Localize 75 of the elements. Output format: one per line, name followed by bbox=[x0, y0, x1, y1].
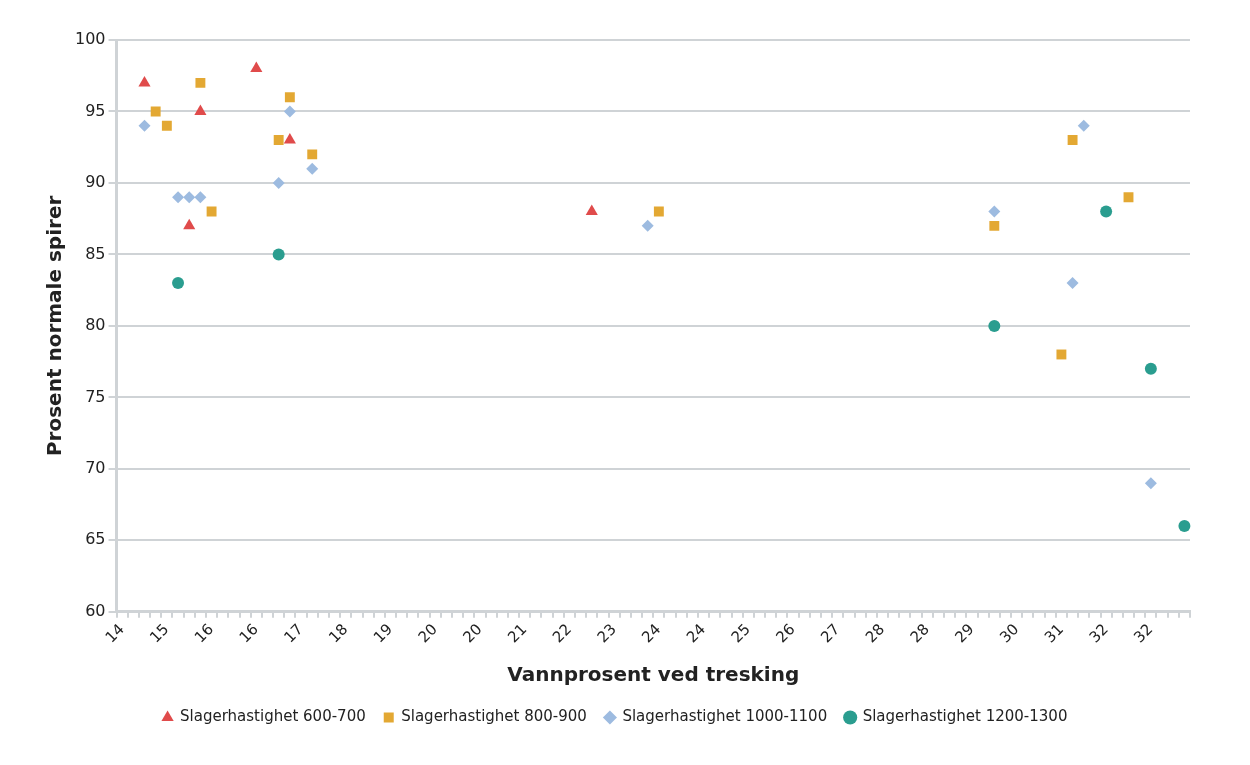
x-tick-label: 32 bbox=[1130, 619, 1157, 647]
point bbox=[195, 77, 206, 88]
point bbox=[1067, 135, 1078, 146]
y-tick-label: 100 bbox=[74, 29, 106, 49]
point bbox=[988, 319, 1001, 332]
point bbox=[150, 106, 161, 117]
point bbox=[284, 92, 295, 103]
x-tick-label: 22 bbox=[548, 619, 575, 647]
point bbox=[1066, 277, 1079, 290]
x-tick-label: 24 bbox=[638, 619, 665, 647]
point bbox=[194, 191, 207, 204]
point bbox=[585, 204, 598, 216]
x-tick-label: 17 bbox=[280, 619, 307, 647]
x-tick-label: 31 bbox=[1040, 619, 1067, 647]
x-tick-label: 21 bbox=[504, 619, 531, 647]
point bbox=[1056, 349, 1067, 360]
point bbox=[283, 105, 296, 118]
y-axis-title: Prosent normale spirer bbox=[42, 195, 67, 457]
x-tick-label: 18 bbox=[325, 619, 352, 647]
point bbox=[183, 218, 196, 230]
point bbox=[307, 149, 318, 160]
point bbox=[283, 133, 296, 144]
x-tick-label: 14 bbox=[101, 619, 128, 647]
point bbox=[250, 61, 263, 73]
point bbox=[1123, 192, 1134, 203]
point bbox=[1144, 362, 1157, 375]
y-tick-label: 75 bbox=[85, 386, 106, 406]
legend-label: Slagerhastighet 600-700 bbox=[180, 707, 366, 726]
x-tick-label: 23 bbox=[593, 619, 620, 647]
point bbox=[272, 176, 285, 189]
legend-label: Slagerhastighet 800-900 bbox=[401, 707, 587, 726]
x-tick-label: 19 bbox=[369, 619, 397, 647]
x-tick-label: 16 bbox=[190, 619, 218, 647]
y-tick-label: 95 bbox=[85, 100, 106, 120]
point bbox=[306, 162, 319, 175]
y-tick-label: 60 bbox=[85, 600, 106, 620]
x-axis-title: Vannprosent ved tresking bbox=[507, 662, 800, 687]
legend-label: Slagerhastighet 1200-1300 bbox=[862, 707, 1068, 726]
x-tick-label: 20 bbox=[414, 619, 441, 647]
x-tick-label: 28 bbox=[861, 619, 889, 647]
point bbox=[206, 206, 217, 217]
point bbox=[161, 120, 172, 131]
point bbox=[1144, 477, 1157, 490]
point bbox=[653, 206, 664, 217]
y-tick-label: 65 bbox=[85, 529, 106, 549]
x-tick-label: 16 bbox=[235, 619, 262, 647]
point bbox=[273, 135, 284, 146]
x-tick-label: 20 bbox=[459, 619, 486, 647]
point bbox=[1178, 520, 1191, 533]
point bbox=[183, 191, 196, 204]
y-tick-label: 80 bbox=[85, 315, 106, 335]
x-tick-label: 15 bbox=[146, 619, 173, 647]
point bbox=[172, 191, 185, 204]
x-tick-label: 25 bbox=[727, 619, 754, 647]
y-tick-label: 90 bbox=[85, 172, 106, 192]
x-tick-label: 32 bbox=[1085, 619, 1112, 647]
point bbox=[641, 219, 654, 232]
point bbox=[988, 205, 1001, 218]
point bbox=[172, 277, 185, 290]
x-tick-label: 26 bbox=[772, 619, 799, 647]
point bbox=[1077, 119, 1090, 132]
point bbox=[989, 220, 1000, 231]
y-tick-label: 70 bbox=[85, 457, 106, 477]
legend-label: Slagerhastighet 1000-1100 bbox=[622, 707, 828, 726]
x-tick-label: 28 bbox=[906, 619, 933, 647]
x-tick-label: 29 bbox=[951, 619, 978, 647]
y-tick-label: 85 bbox=[85, 243, 106, 263]
point bbox=[138, 75, 151, 87]
point bbox=[138, 119, 151, 132]
point bbox=[194, 104, 207, 115]
x-tick-label: 27 bbox=[817, 619, 844, 647]
x-tick-label: 30 bbox=[996, 619, 1023, 647]
point bbox=[1100, 205, 1113, 218]
x-tick-label: 24 bbox=[682, 619, 710, 647]
point bbox=[272, 248, 285, 261]
